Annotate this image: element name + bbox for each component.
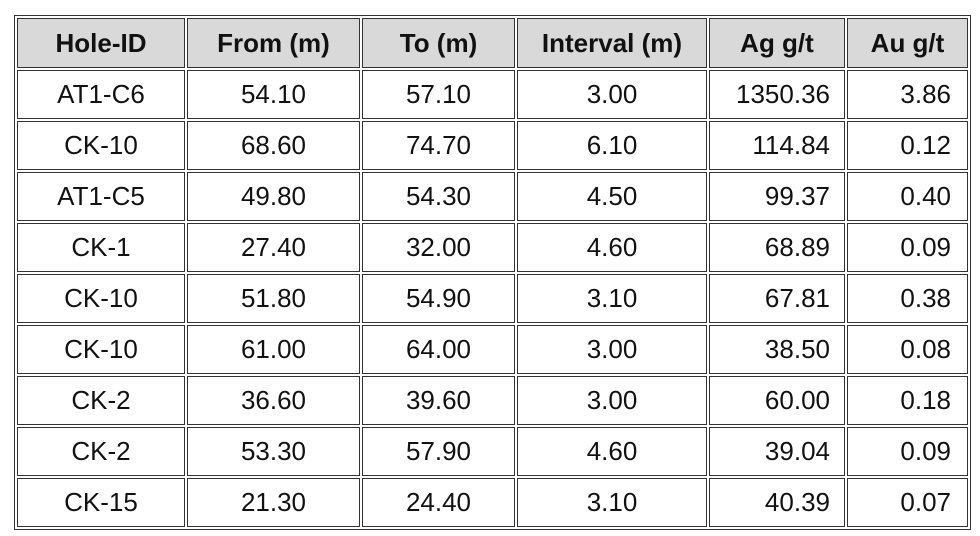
table-cell: 39.04 — [709, 427, 845, 476]
table-cell: 3.10 — [517, 274, 707, 323]
table-cell: 53.30 — [187, 427, 360, 476]
table-cell: 0.40 — [847, 172, 968, 221]
table-cell: AT1-C5 — [17, 172, 185, 221]
table-cell: CK-10 — [17, 325, 185, 374]
table-cell: 57.90 — [362, 427, 515, 476]
table-cell: 54.90 — [362, 274, 515, 323]
table-cell: 68.89 — [709, 223, 845, 272]
table-cell: 27.40 — [187, 223, 360, 272]
table-cell: 32.00 — [362, 223, 515, 272]
table-row: CK-10 61.00 64.00 3.00 38.50 0.08 — [17, 325, 968, 374]
table-cell: 99.37 — [709, 172, 845, 221]
table-cell: CK-2 — [17, 376, 185, 425]
table-cell: 1350.36 — [709, 70, 845, 119]
header-cell: Au g/t — [847, 18, 968, 68]
table-row: CK-2 53.30 57.90 4.60 39.04 0.09 — [17, 427, 968, 476]
header-cell: To (m) — [362, 18, 515, 68]
table-cell: CK-2 — [17, 427, 185, 476]
table-row: CK-15 21.30 24.40 3.10 40.39 0.07 — [17, 478, 968, 527]
table-row: CK-2 36.60 39.60 3.00 60.00 0.18 — [17, 376, 968, 425]
table-row: CK-1 27.40 32.00 4.60 68.89 0.09 — [17, 223, 968, 272]
table-cell: 60.00 — [709, 376, 845, 425]
table-cell: CK-1 — [17, 223, 185, 272]
table-row: CK-10 51.80 54.90 3.10 67.81 0.38 — [17, 274, 968, 323]
table-cell: 40.39 — [709, 478, 845, 527]
header-cell: Hole-ID — [17, 18, 185, 68]
header-cell: Ag g/t — [709, 18, 845, 68]
table-cell: 64.00 — [362, 325, 515, 374]
table-cell: 36.60 — [187, 376, 360, 425]
table-cell: 54.10 — [187, 70, 360, 119]
table-cell: 3.10 — [517, 478, 707, 527]
table-cell: 0.18 — [847, 376, 968, 425]
table-cell: 54.30 — [362, 172, 515, 221]
table-cell: CK-10 — [17, 274, 185, 323]
table-cell: 0.09 — [847, 223, 968, 272]
header-cell: Interval (m) — [517, 18, 707, 68]
table-cell: 38.50 — [709, 325, 845, 374]
table-header: Hole-ID From (m) To (m) Interval (m) Ag g/t A… — [17, 18, 968, 68]
table-cell: 3.86 — [847, 70, 968, 119]
table-cell: 21.30 — [187, 478, 360, 527]
table-cell: 4.60 — [517, 427, 707, 476]
table-cell: AT1-C6 — [17, 70, 185, 119]
table-cell: 61.00 — [187, 325, 360, 374]
table-cell: 3.00 — [517, 325, 707, 374]
table-cell: 3.00 — [517, 70, 707, 119]
table-cell: 4.60 — [517, 223, 707, 272]
table-cell: 68.60 — [187, 121, 360, 170]
table-cell: 6.10 — [517, 121, 707, 170]
table-cell: 3.00 — [517, 376, 707, 425]
assay-table: Hole-ID From (m) To (m) Interval (m) Ag g/t A… — [14, 15, 971, 530]
table-cell: 51.80 — [187, 274, 360, 323]
table-cell: 39.60 — [362, 376, 515, 425]
table-row: CK-10 68.60 74.70 6.10 114.84 0.12 — [17, 121, 968, 170]
table-cell: CK-10 — [17, 121, 185, 170]
table-cell: 24.40 — [362, 478, 515, 527]
table-cell: 57.10 — [362, 70, 515, 119]
table-cell: 74.70 — [362, 121, 515, 170]
table-body: AT1-C6 54.10 57.10 3.00 1350.36 3.86 CK-10 68.6… — [17, 70, 968, 527]
table-cell: 67.81 — [709, 274, 845, 323]
table-cell: 0.08 — [847, 325, 968, 374]
table-row: AT1-C5 49.80 54.30 4.50 99.37 0.40 — [17, 172, 968, 221]
table-cell: 4.50 — [517, 172, 707, 221]
table-cell: 0.38 — [847, 274, 968, 323]
table-cell: CK-15 — [17, 478, 185, 527]
header-cell: From (m) — [187, 18, 360, 68]
header-row: Hole-ID From (m) To (m) Interval (m) Ag g/t A… — [17, 18, 968, 68]
table-row: AT1-C6 54.10 57.10 3.00 1350.36 3.86 — [17, 70, 968, 119]
table-cell: 0.09 — [847, 427, 968, 476]
table-cell: 0.07 — [847, 478, 968, 527]
table-cell: 114.84 — [709, 121, 845, 170]
table-cell: 49.80 — [187, 172, 360, 221]
table-cell: 0.12 — [847, 121, 968, 170]
